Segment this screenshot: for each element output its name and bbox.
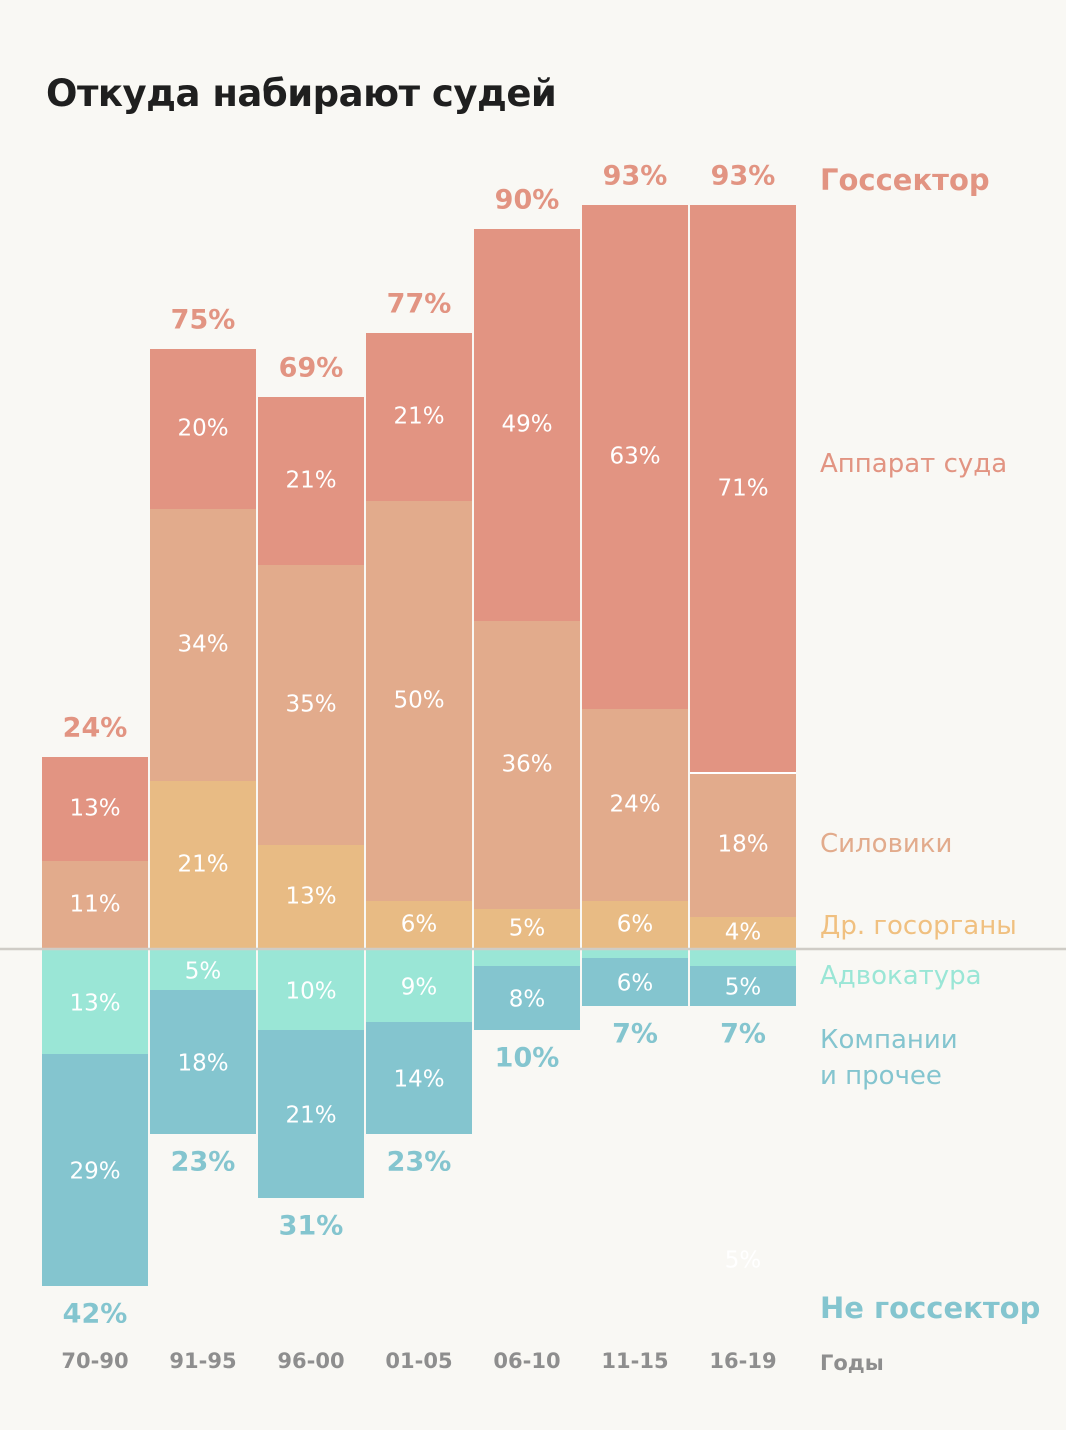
segment-label: 10% [285, 979, 336, 1005]
bar-segment-Аппарат суда [690, 205, 796, 773]
segment-label: 71% [717, 476, 768, 502]
segment-label: 18% [177, 1051, 228, 1077]
bar-segment-Силовики [582, 709, 688, 901]
segment-label: 49% [501, 412, 552, 438]
bar-segment-Компании и прочее [474, 966, 580, 1030]
segment-label: 21% [285, 1103, 336, 1129]
chart-title: Откуда набирают судей [46, 72, 557, 115]
bar-segment-Аппарат суда [474, 229, 580, 621]
segment-label: 13% [285, 884, 336, 910]
segment-label: 50% [393, 688, 444, 714]
segment-label: 6% [401, 912, 438, 938]
x-tick-label: 06-10 [493, 1349, 560, 1373]
segment-label: 36% [501, 752, 552, 778]
segment-label: 5% [185, 959, 222, 985]
bar-segment-Компании и прочее [366, 1022, 472, 1134]
total-label-non-gos: 31% [279, 1211, 344, 1242]
legend-siloviki: Силовики [820, 829, 953, 859]
bar-segment-Силовики [690, 773, 796, 917]
bar-segment-Аппарат суда [582, 205, 688, 709]
bar-segment-Компании и прочее [582, 958, 688, 1006]
segment-label: 21% [285, 468, 336, 494]
stray-label: 5% [725, 1248, 762, 1274]
segment-label: 21% [177, 852, 228, 878]
total-label-non-gos: 23% [171, 1147, 236, 1178]
labels-layer: 13% 11% 13% 29% 24% 42% 70-90 20% 34% 21% 5% 18% 75%… [61, 161, 776, 1374]
bar-segment-Компании и прочее [42, 1054, 148, 1286]
segment-label: 14% [393, 1067, 444, 1093]
total-label-gos: 93% [603, 161, 668, 192]
bar-segment-Силовики [474, 621, 580, 909]
bar-segment-Др. госорганы [366, 901, 472, 949]
total-label-non-gos: 10% [495, 1043, 560, 1074]
total-label-non-gos: 7% [612, 1019, 658, 1050]
segment-label: 6% [617, 912, 654, 938]
segment-label: 5% [509, 916, 546, 942]
segment-label: 9% [401, 975, 438, 1001]
bar-segment-Аппарат суда [366, 333, 472, 501]
x-tick-label: 16-19 [709, 1349, 776, 1373]
total-label-gos: 24% [63, 713, 128, 744]
total-label-gos: 77% [387, 289, 452, 320]
segment-label: 4% [725, 920, 762, 946]
legend-non-gos: Не госсектор [820, 1291, 1041, 1325]
bar-segment-Аппарат суда [42, 757, 148, 861]
legend-other-gov: Др. госорганы [820, 911, 1017, 941]
bar-segment-Др. госорганы [582, 901, 688, 949]
bar-segment-Силовики [366, 501, 472, 901]
bar-segment-Адвокатура [42, 950, 148, 1054]
x-tick-label: 91-95 [169, 1349, 236, 1373]
legend-companies: Компании и прочее [820, 1025, 958, 1091]
bar-segment-Адвокатура [150, 950, 256, 990]
x-tick-label: 11-15 [601, 1349, 668, 1373]
bar-segment-Силовики [42, 861, 148, 949]
bar-segment-Др. госорганы [258, 845, 364, 949]
bars-layer [42, 205, 796, 1286]
segment-label: 18% [717, 832, 768, 858]
segment-label: 20% [177, 416, 228, 442]
segment-label: 24% [609, 792, 660, 818]
bar-segment-Компании и прочее [690, 966, 796, 1006]
segment-label: 8% [509, 987, 546, 1013]
segment-label: 63% [609, 444, 660, 470]
x-axis-title: Годы [820, 1351, 884, 1375]
bar-segment-Адвокатура [474, 950, 580, 966]
segment-label: 11% [69, 892, 120, 918]
bar-segment-Адвокатура [366, 950, 472, 1022]
legend-advokatura: Адвокатура [820, 961, 982, 991]
total-label-non-gos: 23% [387, 1147, 452, 1178]
segment-label: 29% [69, 1159, 120, 1185]
bar-segment-Др. госорганы [690, 917, 796, 949]
bar-segment-Др. госорганы [150, 781, 256, 949]
x-tick-label: 01-05 [385, 1349, 452, 1373]
total-label-non-gos: 42% [63, 1299, 128, 1330]
bar-segment-Адвокатура [258, 950, 364, 1030]
bar-segment-Адвокатура [582, 950, 688, 958]
total-label-gos: 69% [279, 353, 344, 384]
segment-label: 21% [393, 404, 444, 430]
bar-segment-Компании и прочее [258, 1030, 364, 1198]
segment-label: 34% [177, 632, 228, 658]
bar-segment-Др. госорганы [474, 909, 580, 949]
legend-gos: Госсектор [820, 163, 990, 197]
bar-segment-Силовики [258, 565, 364, 845]
segment-label: 5% [725, 975, 762, 1001]
segment-label: 13% [69, 796, 120, 822]
legend-court: Аппарат суда [820, 449, 1008, 479]
total-label-gos: 90% [495, 185, 560, 216]
x-tick-label: 70-90 [61, 1349, 128, 1373]
x-tick-label: 96-00 [277, 1349, 344, 1373]
segment-label: 35% [285, 692, 336, 718]
segment-label: 13% [69, 991, 120, 1017]
bar-segment-Компании и прочее [150, 990, 256, 1134]
bar-segment-Адвокатура [690, 950, 796, 966]
bar-segment-Аппарат суда [258, 397, 364, 565]
bar-segment-Аппарат суда [150, 349, 256, 509]
total-label-non-gos: 7% [720, 1019, 766, 1050]
total-label-gos: 75% [171, 305, 236, 336]
segment-label: 6% [617, 971, 654, 997]
total-label-gos: 93% [711, 161, 776, 192]
bar-segment-Силовики [150, 509, 256, 781]
